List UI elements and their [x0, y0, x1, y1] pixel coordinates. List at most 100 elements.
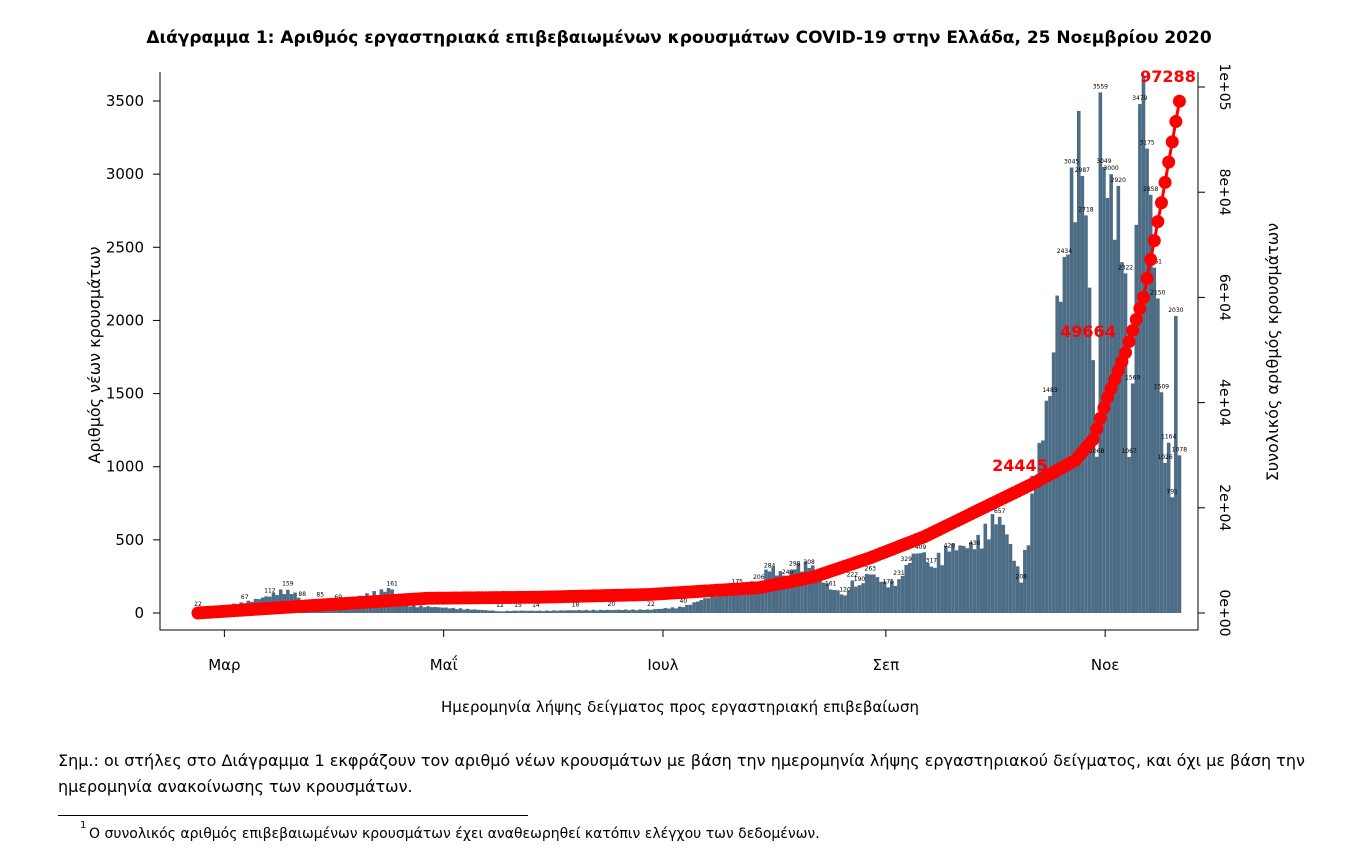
bar	[419, 605, 423, 613]
bar	[591, 609, 596, 613]
x-tick-label: Μαρ	[208, 656, 240, 674]
bar	[803, 561, 808, 613]
bar	[433, 606, 438, 613]
x-tick-label: Ιουλ	[647, 656, 678, 674]
bar	[440, 607, 445, 613]
y2-tick-label: 1e+05	[1216, 63, 1232, 110]
bar	[972, 549, 977, 613]
footnote-marker: 1	[80, 820, 87, 831]
bar	[857, 585, 862, 613]
bar	[1080, 176, 1085, 614]
bar	[429, 607, 434, 613]
bar	[652, 609, 657, 613]
bar	[566, 610, 571, 613]
bar	[746, 584, 750, 613]
bar	[1163, 462, 1167, 613]
bar	[627, 610, 632, 613]
bar	[897, 579, 901, 613]
bar	[728, 591, 732, 613]
footnote-divider	[58, 815, 528, 816]
bar-value-label: 15	[514, 602, 522, 609]
bar	[1138, 104, 1142, 614]
bar-value-label: 1164	[1161, 434, 1176, 441]
bar-value-label: 18	[572, 601, 580, 608]
bar	[1127, 456, 1131, 613]
cumulative-annotation: 24445	[992, 456, 1048, 475]
bar-value-label: 161	[825, 580, 837, 587]
bar	[1152, 267, 1157, 613]
bar	[825, 583, 829, 613]
bar	[624, 609, 628, 613]
y2-tick-label: 0e+00	[1216, 589, 1232, 636]
bar	[940, 565, 944, 613]
bar-value-label: 2920	[1111, 177, 1126, 184]
bar	[778, 571, 783, 613]
bar	[951, 543, 955, 613]
bar	[483, 610, 488, 613]
bar-value-label: 206	[753, 574, 765, 581]
chart-title: Διάγραμμα 1: Αριθμός εργαστηριακά επιβεβ…	[146, 28, 1212, 48]
bar	[839, 594, 844, 613]
bar	[1069, 167, 1074, 613]
bar	[555, 610, 560, 613]
bar	[1141, 76, 1146, 613]
bar	[512, 610, 517, 613]
bar	[1037, 442, 1042, 613]
bar	[911, 553, 916, 613]
bar	[1112, 239, 1117, 614]
bar	[1134, 224, 1139, 613]
bar	[516, 610, 520, 613]
bar	[872, 574, 876, 613]
bar	[918, 553, 923, 613]
bar	[401, 605, 405, 613]
bar	[595, 610, 599, 613]
bar	[925, 562, 930, 613]
bar	[904, 564, 909, 613]
bar	[717, 594, 722, 613]
bar	[1130, 383, 1135, 613]
bar-value-label: 317	[926, 558, 938, 565]
bar	[584, 609, 589, 613]
bar	[609, 610, 614, 613]
bar	[638, 609, 642, 613]
bar	[774, 575, 779, 613]
bar	[739, 584, 743, 613]
bar	[976, 534, 980, 613]
y2-tick-label: 2e+04	[1216, 484, 1232, 531]
bar	[893, 585, 898, 613]
bar	[1041, 440, 1045, 613]
bar	[494, 611, 499, 613]
bar	[508, 611, 513, 613]
x-tick-label: Νοε	[1091, 656, 1120, 674]
bar-value-label: 231	[893, 570, 905, 577]
bar	[868, 574, 873, 613]
bar	[767, 571, 772, 613]
cumulative-annotation: 49664	[1060, 322, 1116, 341]
bar	[681, 607, 686, 613]
bar	[415, 607, 420, 613]
cumulative-series	[191, 94, 1186, 620]
bar	[473, 609, 477, 613]
bar	[954, 550, 959, 613]
bar-value-label: 1067	[1121, 448, 1136, 455]
bar	[548, 611, 553, 613]
bar	[1084, 215, 1088, 613]
bar	[505, 610, 509, 613]
bar-value-label: 3175	[1139, 140, 1154, 147]
bar	[965, 548, 970, 613]
x-axis-title: Ημερομηνία λήψης δείγματος προς εργαστηρ…	[441, 698, 919, 716]
bar-value-label: 190	[854, 576, 866, 583]
bar	[1170, 497, 1175, 613]
bar	[1008, 544, 1013, 613]
bar	[616, 609, 621, 613]
x-tick-label: Μαΐ	[430, 654, 458, 674]
bar	[1023, 549, 1027, 613]
bar	[656, 608, 660, 613]
bar	[807, 567, 811, 613]
bar	[757, 582, 761, 613]
y-tick-label: 0	[134, 604, 144, 622]
bar	[670, 607, 675, 613]
bar	[1145, 148, 1149, 614]
bar-value-label: 2030	[1168, 307, 1183, 314]
bar-value-label: 791	[1167, 488, 1179, 495]
